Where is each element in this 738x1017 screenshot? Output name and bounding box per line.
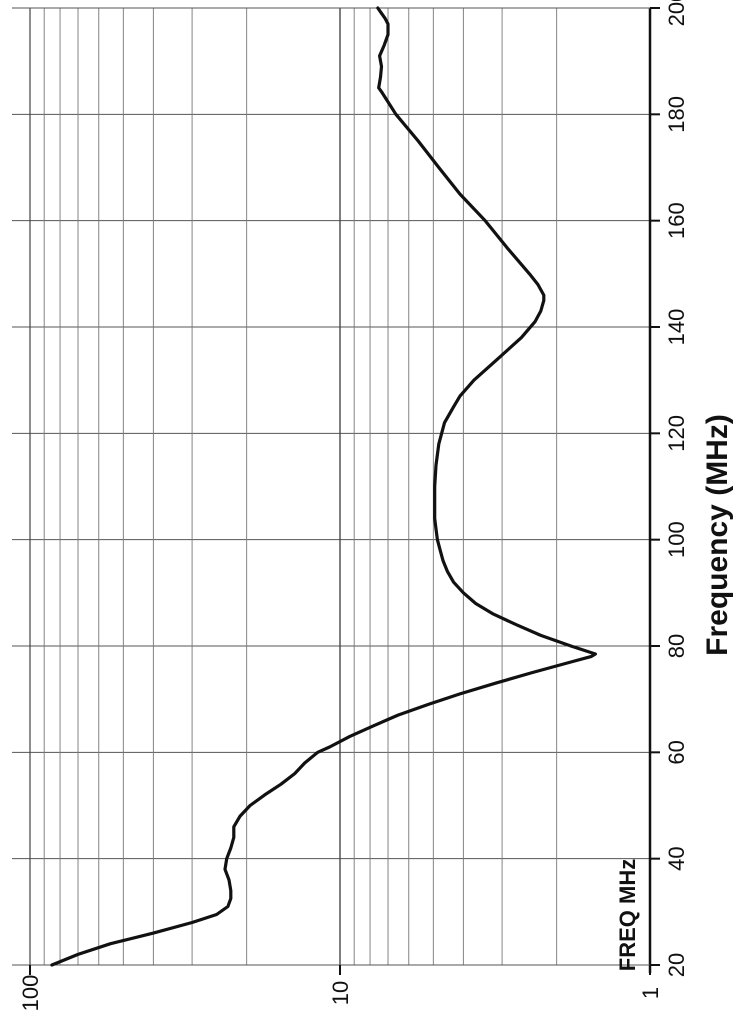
x-tick-label: 180 bbox=[664, 96, 689, 133]
x-tick-group: 200 bbox=[664, 0, 689, 26]
grid bbox=[12, 7, 651, 966]
x-tick-group: 100 bbox=[664, 521, 689, 558]
x-tick-group: 60 bbox=[664, 740, 689, 764]
series-group bbox=[50, 6, 597, 967]
plot-frame bbox=[12, 7, 652, 973]
x-tick-label: 100 bbox=[664, 521, 689, 558]
x-tick-group: 20 bbox=[664, 953, 689, 977]
x-tick-label: 20 bbox=[664, 953, 689, 977]
x-tick-label: 40 bbox=[664, 846, 689, 870]
series-line bbox=[50, 6, 597, 967]
y-tick-group: 100 bbox=[18, 975, 43, 1012]
x-tick-label: 60 bbox=[664, 740, 689, 764]
y-tick-label: 10 bbox=[328, 981, 353, 1005]
ticks: 20 40 60 80 100 120 140 160 180 200 1 10 100 bbox=[18, 0, 689, 1011]
x-tick-label: 120 bbox=[664, 415, 689, 452]
x-tick-group: 140 bbox=[664, 309, 689, 346]
y-tick-label: 1 bbox=[638, 987, 663, 999]
x-tick-group: 80 bbox=[664, 634, 689, 658]
x-tick-group: 180 bbox=[664, 96, 689, 133]
x-tick-group: 120 bbox=[664, 415, 689, 452]
x-tick-label: 160 bbox=[664, 202, 689, 239]
x-tick-label: 80 bbox=[664, 634, 689, 658]
x-axis-title: Frequency (MHz) bbox=[701, 414, 734, 656]
x-tick-group: 40 bbox=[664, 846, 689, 870]
y-tick-group: 1 bbox=[638, 987, 663, 999]
x-tick-label: 140 bbox=[664, 309, 689, 346]
x-tick-group: 160 bbox=[664, 202, 689, 239]
y-tick-label: 100 bbox=[18, 975, 43, 1012]
x-tick-label: 200 bbox=[664, 0, 689, 26]
corner-label: FREQ MHz bbox=[615, 859, 640, 971]
y-tick-group: 10 bbox=[328, 981, 353, 1005]
